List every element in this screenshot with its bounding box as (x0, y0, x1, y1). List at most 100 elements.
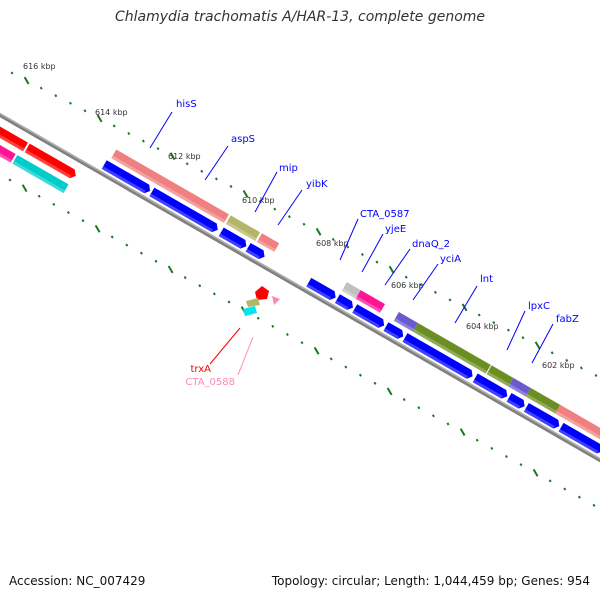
gene-label-fabZ[interactable]: fabZ (556, 314, 579, 325)
outer-major-tick (388, 265, 395, 274)
fabZ-feature[interactable] (525, 387, 561, 414)
inner-major-tick (532, 468, 539, 477)
trxA-feature[interactable] (255, 286, 269, 300)
cds-arrow[interactable] (245, 242, 267, 261)
dnaQ_2-feature[interactable] (393, 312, 418, 332)
label-leader-line (204, 145, 229, 181)
feature-shading (0, 109, 25, 152)
tick-label: 608 kbp (316, 239, 349, 248)
cds-arrow[interactable] (218, 227, 249, 250)
gene-label-CTA_0587[interactable]: CTA_0587 (360, 209, 410, 220)
inner-minor-tick (256, 316, 260, 320)
inner-minor-tick (198, 284, 202, 288)
cds-arrow[interactable] (352, 304, 386, 330)
outer-major-tick (242, 190, 249, 198)
inner-minor-tick (227, 300, 231, 304)
cds-arrow[interactable] (523, 402, 562, 431)
outer-minor-tick (419, 283, 423, 287)
gene-label-lpxC[interactable]: lpxC (528, 301, 550, 312)
map-title: Chlamydia trachomatis A/HAR-13, complete… (114, 9, 486, 25)
cds-feature[interactable] (12, 154, 69, 194)
outer-minor-tick (10, 71, 14, 75)
cds-arrow[interactable] (149, 187, 220, 235)
cds-arrow[interactable] (334, 294, 356, 312)
cds-arrow[interactable] (383, 322, 405, 341)
gene-label-CTA_0588[interactable]: CTA_0588 (185, 377, 235, 388)
gene-label-hisS[interactable]: hisS (176, 99, 197, 110)
feature-shading (506, 399, 521, 409)
gene-label-yjeE[interactable]: yjeE (385, 224, 406, 235)
feature-shading (555, 410, 600, 449)
inner-minor-tick (431, 414, 435, 418)
label-leader-line (412, 263, 439, 301)
tick-label: 602 kbp (542, 361, 575, 370)
feature-shading (111, 155, 226, 224)
inner-minor-tick (66, 210, 70, 215)
gene-label-lnt[interactable]: lnt (480, 274, 493, 285)
yibK-feature[interactable] (256, 233, 280, 252)
cds-feature[interactable] (243, 306, 257, 316)
feature-shading (523, 409, 555, 429)
outer-minor-tick (448, 298, 452, 302)
cds-feature[interactable] (555, 404, 600, 449)
inner-minor-tick (402, 398, 406, 402)
lnt-feature[interactable] (486, 365, 514, 387)
gene-label-dnaQ_2[interactable]: dnaQ_2 (412, 239, 450, 250)
outer-major-tick (169, 152, 176, 161)
label-leader-line (361, 233, 384, 273)
tick-label: 610 kbp (242, 196, 275, 205)
cds-arrow[interactable] (402, 333, 476, 381)
gene-label-yibK[interactable]: yibK (306, 179, 328, 190)
genome-summary: Topology: circular; Length: 1,044,459 bp… (271, 574, 590, 588)
inner-major-tick (21, 184, 28, 193)
hisS-aspS-feature[interactable] (111, 149, 229, 224)
inner-minor-tick (592, 503, 596, 507)
inner-major-tick (313, 346, 320, 355)
inner-minor-tick (358, 373, 362, 377)
lpxC-feature[interactable] (508, 377, 531, 397)
outer-minor-tick (550, 351, 554, 355)
gene-label-yciA[interactable]: yciA (440, 254, 461, 265)
inner-minor-tick (504, 454, 508, 459)
inner-minor-tick (37, 194, 41, 198)
cds-arrow[interactable] (506, 392, 528, 411)
tick-label: 606 kbp (391, 281, 424, 290)
backbone (0, 103, 600, 506)
feature-shading (101, 166, 146, 194)
gene-label-trxA[interactable]: trxA (190, 364, 211, 375)
feature-shading (149, 193, 214, 233)
cds-arrow[interactable] (558, 422, 600, 456)
gene-label-aspS[interactable]: aspS (231, 134, 255, 145)
cds-feature[interactable] (0, 103, 28, 152)
outer-minor-tick (200, 169, 204, 173)
cds-feature[interactable] (246, 298, 260, 307)
outer-minor-tick (185, 162, 189, 166)
feature-shading (402, 339, 469, 379)
outer-minor-tick (127, 131, 131, 136)
cds-arrow[interactable] (472, 373, 510, 401)
mip-feature[interactable] (225, 215, 261, 241)
outer-minor-tick (521, 336, 525, 340)
outer-minor-tick (579, 366, 583, 370)
inner-major-tick (94, 224, 101, 233)
gene-label-mip[interactable]: mip (279, 163, 298, 174)
cds-arrow[interactable] (306, 277, 338, 302)
CTA_0588-feature[interactable] (272, 296, 280, 305)
outer-minor-tick (83, 109, 87, 113)
feature-shading (393, 318, 415, 332)
inner-minor-tick (577, 495, 581, 499)
yjeE-feature[interactable] (355, 290, 385, 313)
outer-major-tick (96, 114, 103, 123)
feature-shading (355, 296, 382, 313)
cds-feature[interactable] (24, 143, 79, 181)
cds-arrow[interactable] (101, 160, 153, 195)
tick-label: 616 kbp (23, 62, 56, 71)
inner-minor-tick (139, 251, 143, 255)
label-leader-line (149, 111, 173, 149)
outer-minor-tick (565, 358, 569, 362)
label-leader-line (506, 310, 526, 351)
CTA_0587-feature[interactable] (341, 282, 361, 299)
yciA-feature[interactable] (412, 323, 491, 374)
outer-minor-tick (433, 290, 437, 294)
